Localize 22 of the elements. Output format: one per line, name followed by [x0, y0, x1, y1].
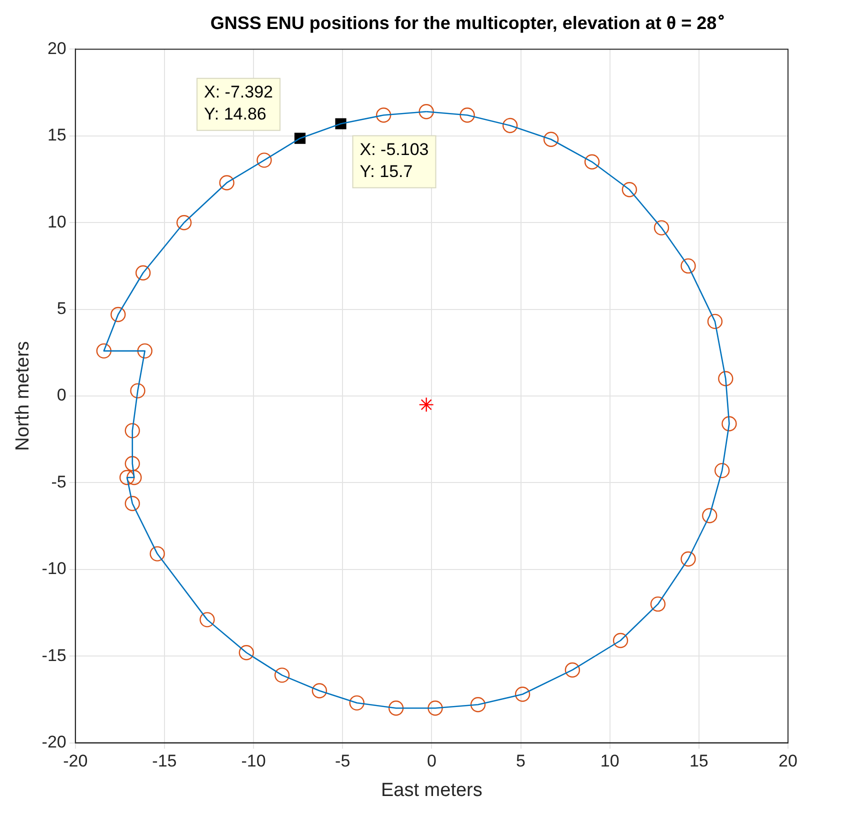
y-tick-label: 0 [56, 386, 66, 405]
y-tick-label: 5 [56, 298, 66, 318]
chart-title: GNSS ENU positions for the multicopter, elevation at θ = 28$^{∘}$ [209, 8, 727, 35]
x-tick-label: -15 [152, 752, 177, 771]
y-tick-label: -5 [51, 472, 66, 492]
y-tick-label: -15 [42, 646, 66, 665]
x-tick-label: 5 [516, 752, 526, 771]
x-tick-label: -5 [335, 752, 350, 771]
y-tick-label: 15 [47, 126, 66, 145]
y-axis-title: North meters [12, 341, 34, 451]
x-tick-label: 0 [426, 752, 436, 771]
x-axis-title: East meters [381, 780, 482, 801]
y-tick-label: -10 [42, 559, 66, 578]
y-tick-label: 20 [47, 38, 66, 58]
x-tick-label: 20 [778, 752, 798, 771]
y-tick-label: 10 [47, 212, 66, 232]
x-tick-label: 10 [600, 752, 620, 771]
x-tick-label: -10 [241, 752, 266, 771]
x-tick-label: 15 [689, 752, 708, 771]
annotation: X: -5.103 Y: 15.7 [360, 140, 429, 181]
y-tick-label: -20 [42, 732, 66, 752]
annotation: X: -7.392 Y: 14.86 [204, 82, 274, 124]
